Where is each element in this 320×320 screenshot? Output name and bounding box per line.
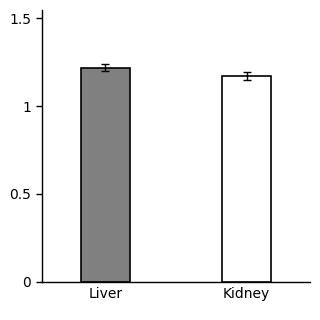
Bar [222, 76, 271, 282]
Bar [81, 68, 130, 282]
